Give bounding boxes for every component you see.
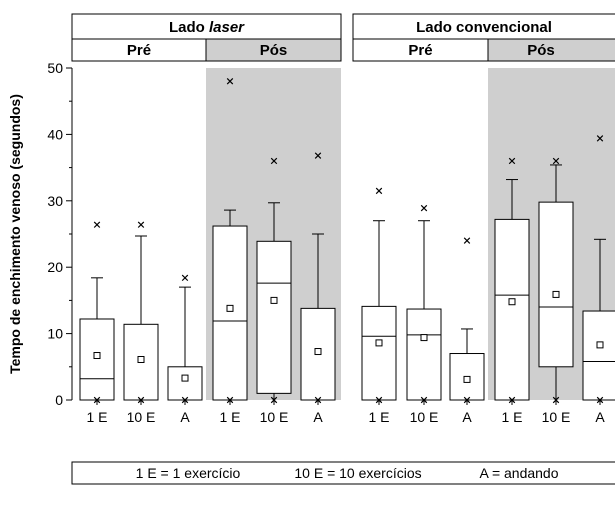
mean-marker xyxy=(226,304,234,312)
extreme-marker xyxy=(181,274,189,282)
box-lado-convencional-pós-10e xyxy=(538,157,574,404)
group-title-laser-main: Lado xyxy=(169,19,209,36)
y-tick-label: 40 xyxy=(47,126,63,142)
x-tick-label: 1 E xyxy=(501,409,522,425)
period-header-laser-pos xyxy=(205,38,342,62)
group-header-laser: Lado laser Pré Pós xyxy=(71,13,342,62)
x-tick-label: 10 E xyxy=(410,409,439,425)
box-iqr xyxy=(361,305,397,401)
y-axis-label: Tempo de enchimento venoso (segundos) xyxy=(7,94,23,374)
y-tick-label: 30 xyxy=(47,193,63,209)
legend-item-a: A = andando xyxy=(479,465,558,481)
mean-marker xyxy=(314,348,322,356)
x-tick-label: 1 E xyxy=(86,409,107,425)
box-lado-convencional-pré-a xyxy=(449,237,485,404)
period-label-convencional-pre: Pré xyxy=(408,42,432,59)
y-tick-label: 20 xyxy=(47,259,63,275)
x-axis-tick-labels: 1 E 10 E A 1 E 10 E A 1 E 10 E A 1 E 10 E A xyxy=(86,400,605,425)
extreme-marker xyxy=(596,135,604,142)
x-tick-label: 10 E xyxy=(127,409,156,425)
extreme-marker xyxy=(552,157,560,165)
group-header-convencional: Lado convencional Pré Pós xyxy=(352,13,615,62)
mean-marker xyxy=(93,352,101,360)
mean-marker xyxy=(375,339,383,347)
extreme-marker xyxy=(270,157,278,165)
box-lado-pós-1e xyxy=(212,78,248,404)
x-tick-label: A xyxy=(595,409,605,425)
box-lado-convencional-pré-1e xyxy=(361,187,397,404)
group-title-convencional-main: Lado convencional xyxy=(416,19,552,36)
group-title-laser-em: laser xyxy=(209,19,245,36)
mean-marker xyxy=(270,296,278,304)
period-label-laser-pre: Pré xyxy=(127,42,151,59)
box-iqr xyxy=(212,225,248,401)
box-iqr xyxy=(538,201,574,368)
legend-box xyxy=(71,461,615,485)
y-tick-label: 0 xyxy=(55,392,63,408)
extreme-marker xyxy=(420,204,428,212)
y-axis-ticks: 0 10 20 30 40 50 xyxy=(47,60,72,408)
x-tick-label: A xyxy=(462,409,472,425)
x-tick-label: A xyxy=(180,409,190,425)
box-lado-pós-a xyxy=(300,152,336,404)
box-iqr xyxy=(167,366,203,401)
period-label-convencional-pos: Pós xyxy=(527,42,555,59)
mean-marker xyxy=(463,375,471,383)
extreme-marker xyxy=(508,157,516,165)
extreme-marker xyxy=(137,221,145,228)
box-lado-convencional-pós-1e xyxy=(494,157,530,404)
box-iqr xyxy=(494,218,530,401)
extreme-marker xyxy=(93,221,101,228)
box-iqr xyxy=(406,308,442,401)
y-tick-label: 50 xyxy=(47,60,63,76)
box-lado-pré-1e xyxy=(79,221,115,404)
box-iqr xyxy=(79,318,115,401)
period-label-laser-pos: Pós xyxy=(260,42,288,59)
y-tick-label: 10 xyxy=(47,326,63,342)
extreme-marker xyxy=(314,152,322,159)
box-lado-convencional-pré-10e xyxy=(406,204,442,404)
x-tick-label: 10 E xyxy=(260,409,289,425)
box-iqr xyxy=(582,310,615,401)
period-header-convencional-pos xyxy=(487,38,615,62)
box-lado-pré-10e xyxy=(123,221,159,404)
extreme-marker xyxy=(463,237,471,244)
box-lado-pré-a xyxy=(167,274,203,404)
box-lado-convencional-pós-a xyxy=(582,135,615,404)
extreme-marker xyxy=(375,187,383,195)
legend-item-1e: 1 E = 1 exercício xyxy=(136,465,241,481)
group-title-laser: Lado laser xyxy=(169,19,245,36)
box-iqr xyxy=(256,240,292,394)
mean-marker xyxy=(596,341,604,349)
group-title-convencional: Lado convencional xyxy=(416,19,552,36)
mean-marker xyxy=(420,334,428,342)
legend: 1 E = 1 exercício 10 E = 10 exercícios A… xyxy=(71,461,615,485)
mean-marker xyxy=(181,374,189,382)
x-tick-label: 1 E xyxy=(368,409,389,425)
x-tick-label: 1 E xyxy=(219,409,240,425)
x-tick-label: 10 E xyxy=(542,409,571,425)
extreme-marker xyxy=(226,78,234,85)
mean-marker xyxy=(508,298,516,306)
mean-marker xyxy=(552,290,560,298)
box-lado-pós-10e xyxy=(256,157,292,404)
x-tick-label: A xyxy=(313,409,323,425)
mean-marker xyxy=(137,355,145,363)
legend-item-10e: 10 E = 10 exercícios xyxy=(294,465,421,481)
